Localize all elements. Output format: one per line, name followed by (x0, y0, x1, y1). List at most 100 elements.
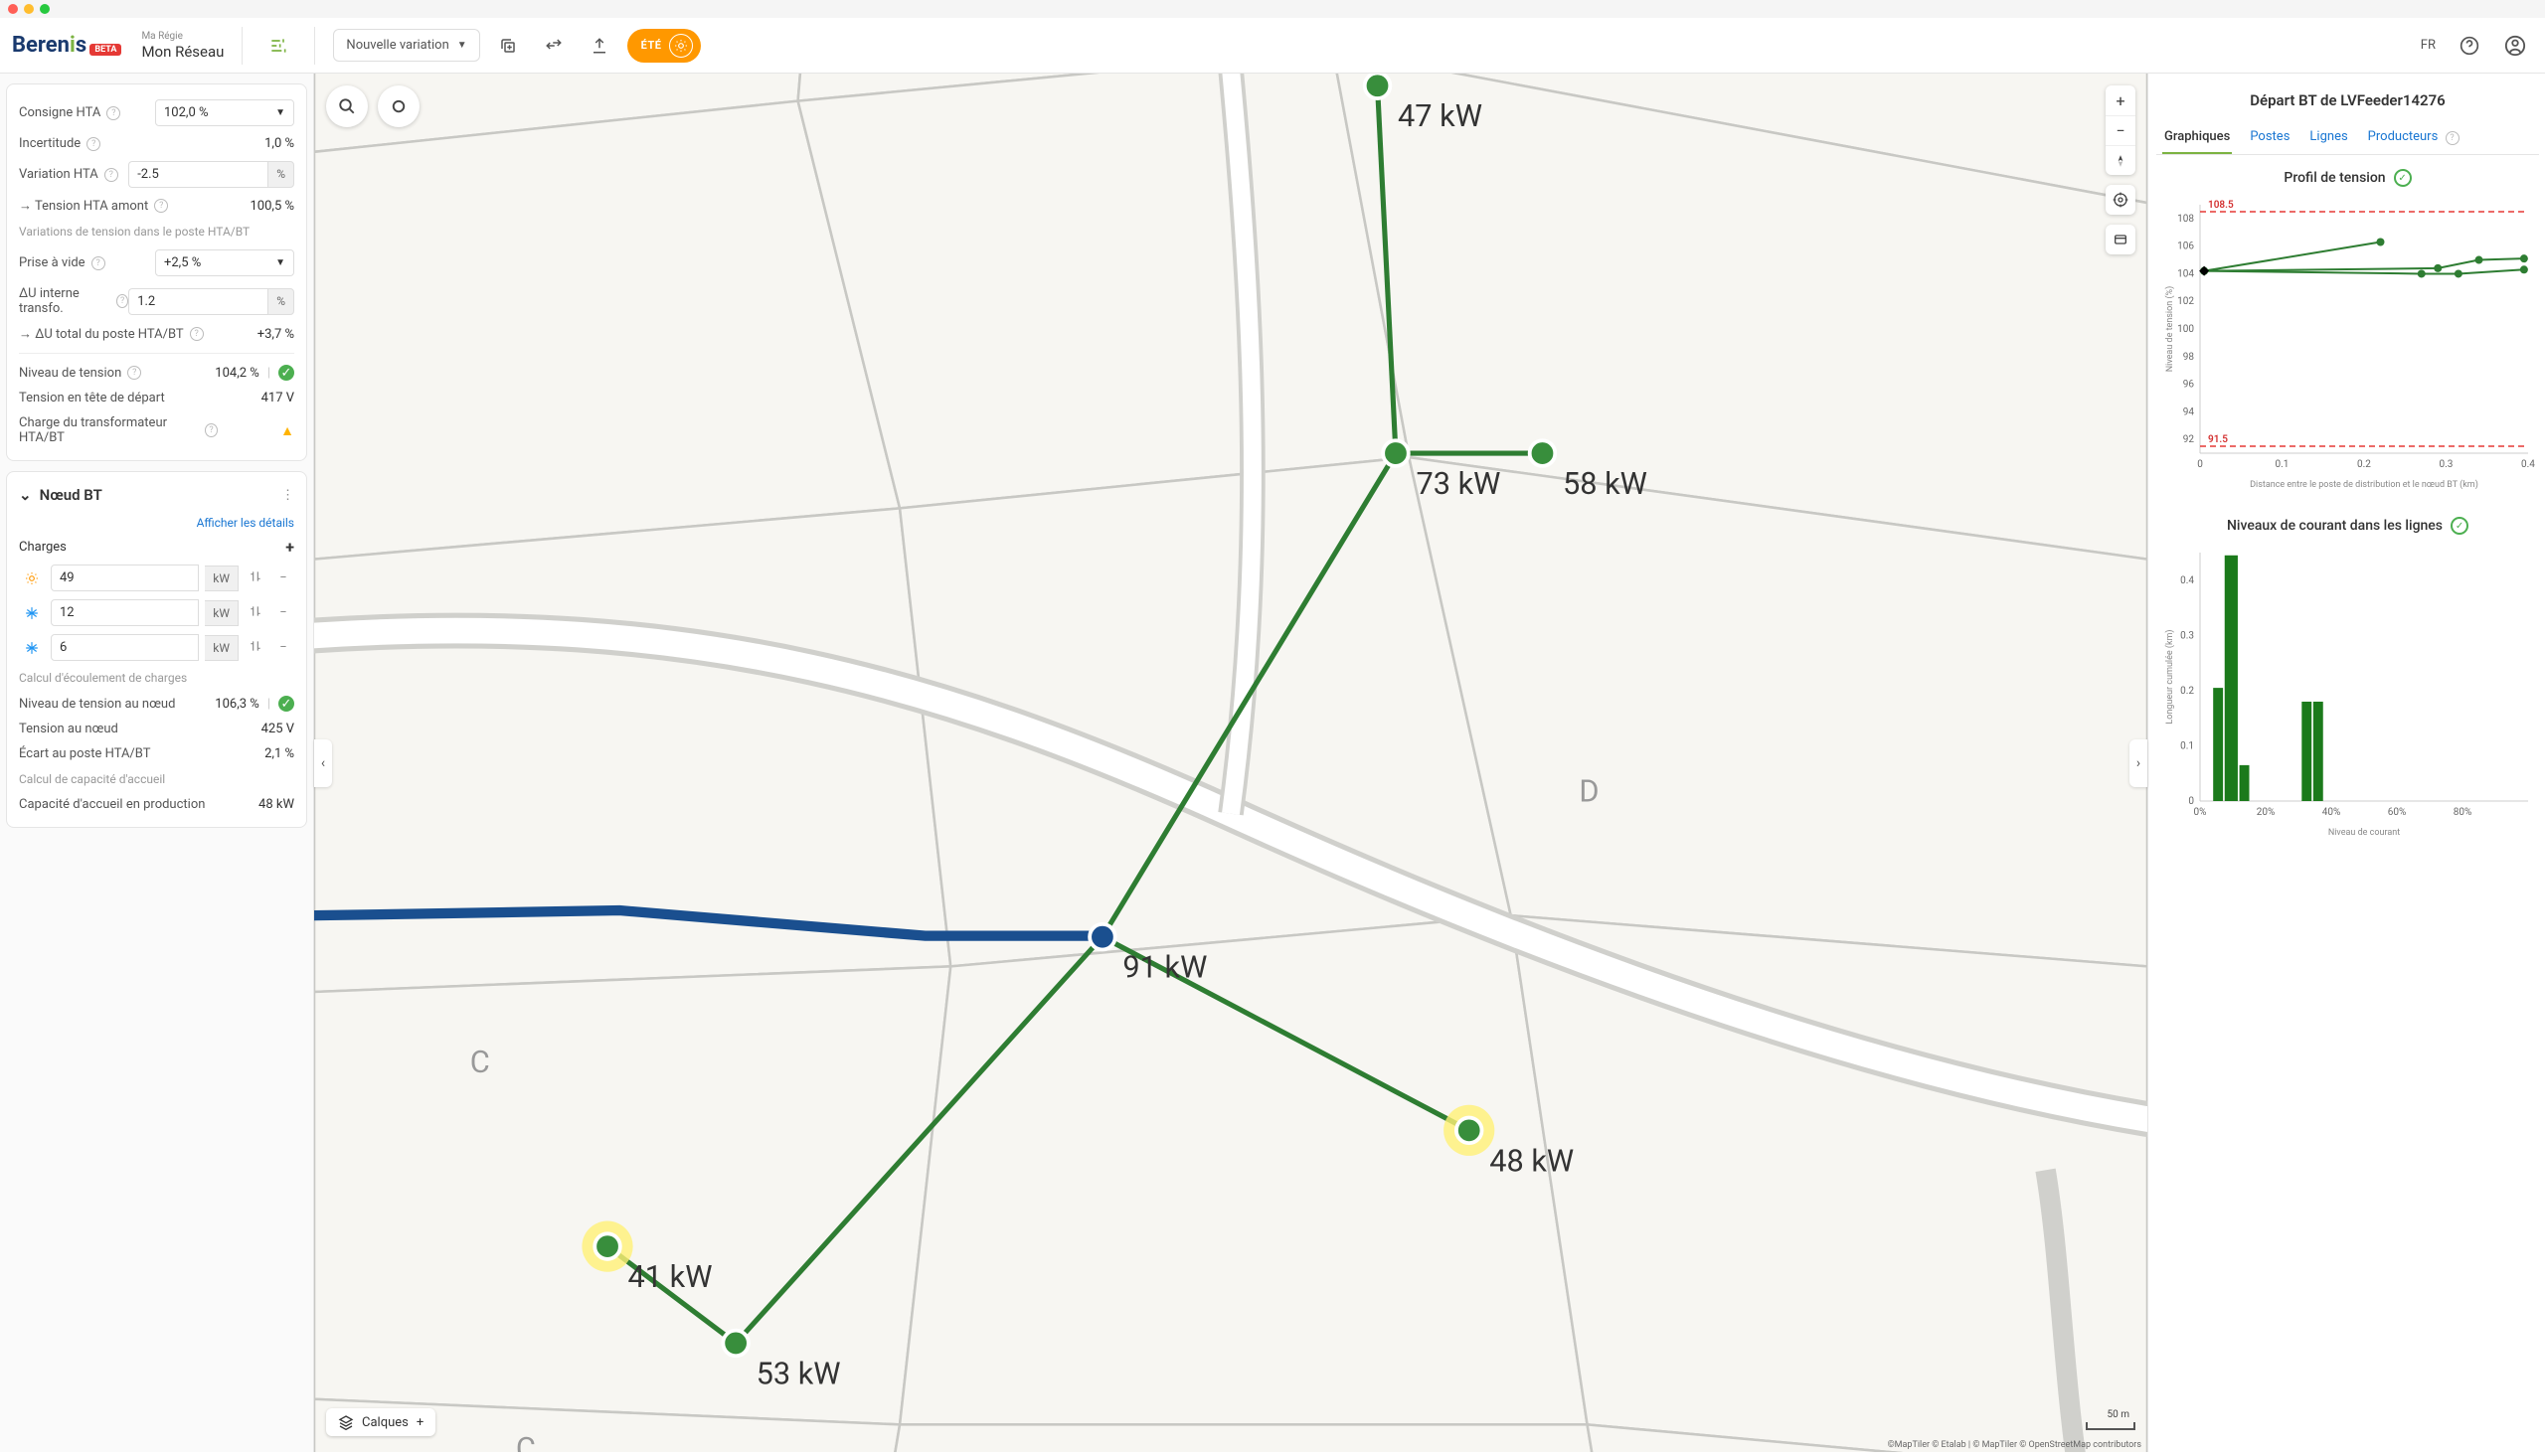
incertitude-value: 1,0 % (264, 136, 294, 151)
charge-input[interactable]: 6 (51, 634, 199, 661)
minimize-window-dot[interactable] (24, 4, 34, 14)
maximize-window-dot[interactable] (40, 4, 50, 14)
tab-postes[interactable]: Postes (2248, 121, 2291, 154)
tab-producteurs[interactable]: Producteurs ? (2366, 121, 2461, 154)
layers-icon[interactable] (2106, 225, 2135, 254)
close-window-dot[interactable] (8, 4, 18, 14)
svg-text:92: 92 (2183, 434, 2195, 445)
variation-hta-input[interactable]: -2.5 (128, 161, 267, 188)
tab-graphiques[interactable]: Graphiques (2162, 121, 2232, 154)
season-toggle[interactable]: ÉTÉ (627, 29, 702, 63)
help-icon[interactable]: ? (86, 137, 100, 151)
help-icon[interactable]: ? (190, 327, 204, 341)
map-scale-label: 50 m (2108, 1409, 2130, 1420)
collapse-left-panel-icon[interactable]: ‹ (314, 739, 332, 787)
svg-text:0%: 0% (2194, 807, 2207, 818)
map[interactable]: 47 kW73 kW58 kW91 kW48 kW41 kW53 kWDCCZH… (314, 74, 2147, 1452)
help-icon[interactable]: ? (154, 199, 168, 213)
niveau-tension-label: Niveau de tension (19, 366, 121, 381)
noeud-title: Nœud BT (40, 486, 102, 504)
chart-profil-tension: Profil de tension ✓ 92949698100102104106… (2156, 155, 2539, 503)
upload-icon[interactable] (582, 28, 617, 64)
chevron-down-icon[interactable]: ⌄ (19, 486, 32, 504)
zoom-out-icon[interactable]: − (2106, 115, 2135, 145)
charge-input[interactable]: 49 (51, 565, 199, 591)
prise-vide-label: Prise à vide (19, 255, 85, 270)
variations-section-label: Variations de tension dans le poste HTA/… (19, 219, 294, 244)
collapse-right-panel-icon[interactable]: › (2129, 739, 2147, 787)
map-calques-button[interactable]: Calques + (326, 1408, 435, 1436)
help-icon[interactable] (2452, 28, 2487, 64)
variation-select[interactable]: Nouvelle variation ▼ (333, 29, 479, 62)
help-icon[interactable]: ? (127, 366, 141, 380)
sliders-icon[interactable] (245, 639, 266, 657)
ecart-label: Écart au poste HTA/BT (19, 746, 150, 761)
help-icon[interactable]: ? (116, 294, 128, 308)
zoom-in-icon[interactable]: + (2106, 85, 2135, 115)
variation-select-label: Nouvelle variation (346, 38, 448, 53)
svg-text:73 kW: 73 kW (1416, 465, 1500, 502)
snowflake-icon (19, 635, 45, 661)
du-interne-input[interactable]: 1.2 (128, 288, 267, 315)
capacite-value: 48 kW (258, 797, 294, 812)
prise-vide-select[interactable]: +2,5 % ▼ (155, 249, 294, 276)
compare-arrows-icon[interactable] (536, 28, 572, 64)
svg-text:91 kW: 91 kW (1122, 949, 1207, 986)
svg-text:Longueur cumulée (km): Longueur cumulée (km) (2164, 629, 2175, 724)
map-search-icon[interactable] (326, 85, 368, 127)
niveau-noeud-label: Niveau de tension au nœud (19, 697, 175, 712)
status-ok-icon: ✓ (278, 365, 294, 381)
help-icon: ? (2446, 131, 2460, 145)
compass-icon[interactable] (2106, 145, 2135, 175)
chart1-title: Profil de tension (2284, 170, 2385, 186)
locate-icon[interactable] (2106, 185, 2135, 215)
svg-text:96: 96 (2183, 380, 2195, 391)
charge-row: 49kW− (19, 561, 294, 595)
help-icon[interactable]: ? (91, 256, 105, 270)
svg-text:Niveau de courant: Niveau de courant (2328, 828, 2400, 838)
map-attribution: ©MapTiler © Etalab | © MapTiler © OpenSt… (1888, 1440, 2141, 1450)
map-canvas[interactable]: 47 kW73 kW58 kW91 kW48 kW41 kW53 kWDCCZH (314, 74, 2147, 1452)
hta-card: Consigne HTA? 102,0 % ▼ Incertitude? 1,0… (6, 83, 307, 461)
charge-input[interactable]: 12 (51, 599, 199, 626)
right-panel-tabs: Graphiques Postes Lignes Producteurs ? (2156, 121, 2539, 155)
chart2-title: Niveaux de courant dans les lignes (2227, 518, 2443, 534)
tab-lignes[interactable]: Lignes (2307, 121, 2349, 154)
network-title-block: Ma Régie Mon Réseau (141, 31, 224, 61)
svg-text:0.1: 0.1 (2180, 740, 2194, 751)
du-interne-label: ΔU interne transfo. (19, 286, 110, 316)
afficher-details-link[interactable]: Afficher les détails (19, 512, 294, 534)
more-vert-icon[interactable]: ⋮ (281, 488, 294, 503)
remove-charge-icon[interactable]: − (272, 605, 294, 620)
sliders-icon[interactable] (245, 604, 266, 622)
snowflake-icon (19, 600, 45, 626)
help-icon[interactable]: ? (106, 106, 120, 120)
consigne-hta-select[interactable]: 102,0 % ▼ (155, 99, 294, 126)
svg-text:91.5: 91.5 (2208, 434, 2228, 445)
remove-charge-icon[interactable]: − (272, 570, 294, 585)
charge-row: 6kW − (19, 630, 294, 665)
help-icon[interactable]: ? (205, 423, 218, 437)
svg-text:108: 108 (2177, 214, 2194, 225)
warning-icon: ▲ (280, 422, 294, 439)
left-panel: Consigne HTA? 102,0 % ▼ Incertitude? 1,0… (0, 74, 314, 1452)
remove-charge-icon[interactable]: − (272, 640, 294, 655)
svg-text:98: 98 (2183, 352, 2195, 363)
sliders-icon[interactable] (245, 569, 266, 587)
add-charge-icon[interactable]: + (285, 538, 294, 557)
account-icon[interactable] (2497, 28, 2533, 64)
chart2-svg: 00.10.20.30.40%20%40%60%80%Niveau de cou… (2160, 543, 2538, 841)
duplicate-icon[interactable] (490, 28, 526, 64)
calques-label: Calques (362, 1415, 409, 1430)
help-icon[interactable]: ? (104, 168, 118, 182)
language-selector[interactable]: FR (2421, 38, 2436, 53)
svg-text:0.3: 0.3 (2440, 459, 2454, 470)
sliders-icon[interactable] (260, 28, 296, 64)
map-target-icon[interactable] (378, 85, 420, 127)
svg-text:48 kW: 48 kW (1489, 1142, 1574, 1179)
svg-text:102: 102 (2177, 296, 2194, 307)
tension-tete-label: Tension en tête de départ (19, 391, 165, 405)
calcul-ecoulement-label: Calcul d'écoulement de charges (19, 665, 294, 691)
charge-unit: kW (205, 600, 239, 626)
charge-unit: kW (205, 635, 239, 661)
